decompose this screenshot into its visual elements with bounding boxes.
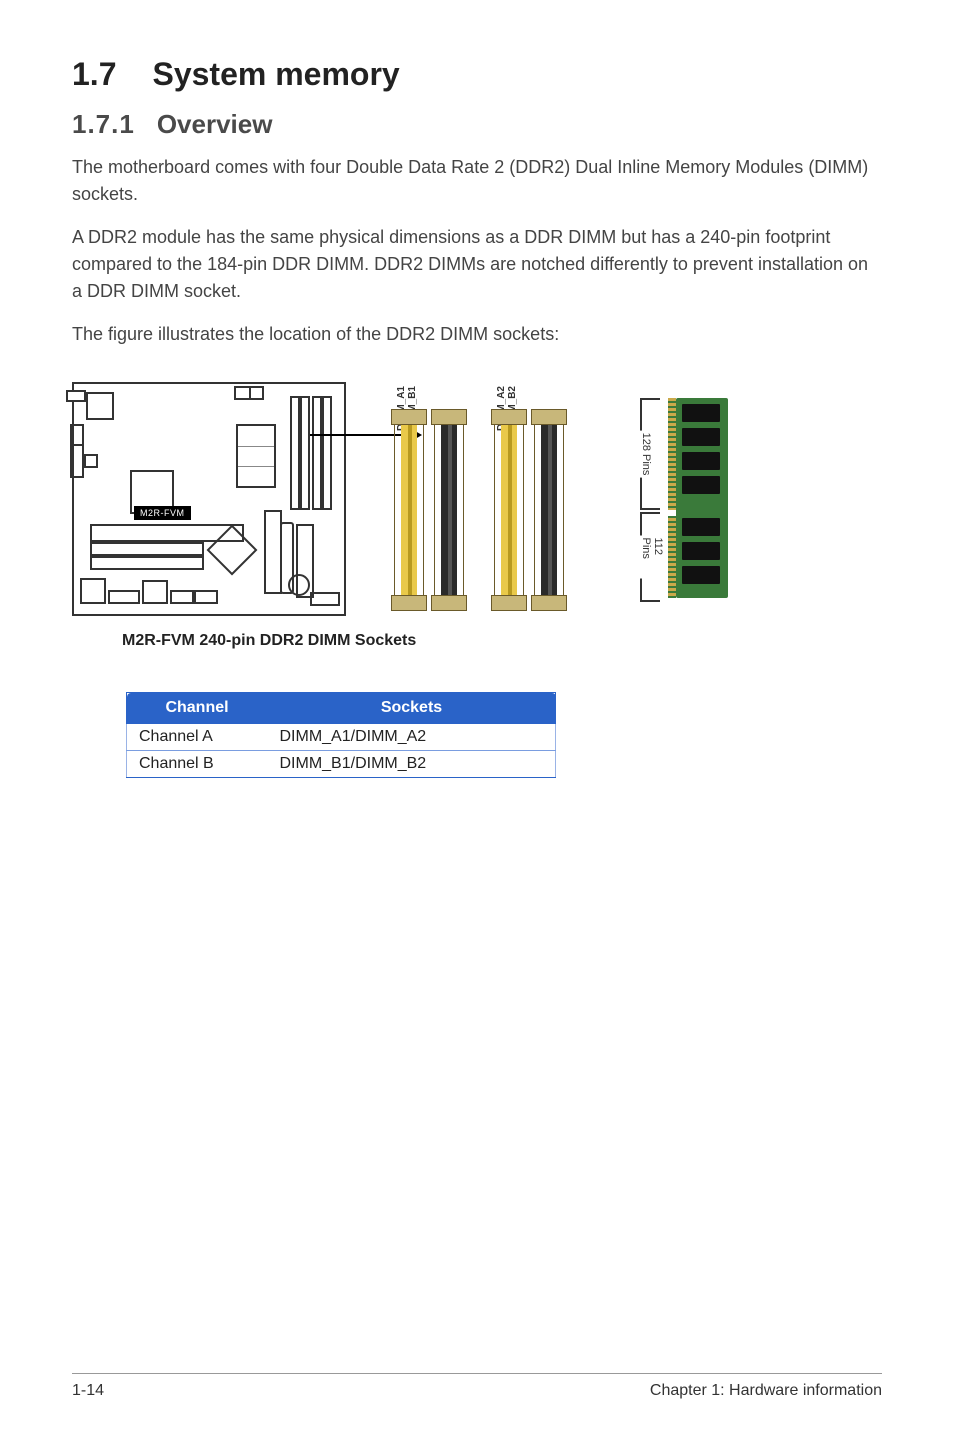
ram-pcb-icon xyxy=(676,398,728,598)
cell-channel: Channel B xyxy=(127,751,268,778)
dimm-slot-yellow-icon xyxy=(494,410,524,610)
expansion-slot-icon xyxy=(90,556,204,570)
heatsink-icon xyxy=(236,424,276,488)
cell-sockets: DIMM_B1/DIMM_B2 xyxy=(268,751,556,778)
dimm-slot-black-icon xyxy=(534,410,564,610)
figure-area: M2R-FVM DIMM_A1 DIMM_B1 xyxy=(72,382,882,616)
dimm-slot-black-icon xyxy=(434,410,464,610)
ram-chip-icon xyxy=(682,452,720,470)
connector-icon xyxy=(142,580,168,604)
cell-channel: Channel A xyxy=(127,724,268,751)
board-notch-icon xyxy=(66,390,86,402)
connector-icon xyxy=(80,578,106,604)
dimm-slot-mini-icon xyxy=(300,396,310,510)
dimm-slot-yellow-icon xyxy=(394,410,424,610)
table-header-channel: Channel xyxy=(127,693,268,724)
dimm-slot-mini-icon xyxy=(322,396,332,510)
board-model-label: M2R-FVM xyxy=(134,506,191,520)
pin-brace-bottom-icon: 112 Pins xyxy=(640,512,660,602)
ram-chip-icon xyxy=(682,518,720,536)
io-port-icon xyxy=(70,424,84,446)
ram-module-diagram: 128 Pins 112 Pins xyxy=(634,382,754,612)
page-footer: 1-14 Chapter 1: Hardware information xyxy=(72,1373,882,1400)
table-row: Channel A DIMM_A1/DIMM_A2 xyxy=(127,724,556,751)
figure-caption: M2R-FVM 240-pin DDR2 DIMM Sockets xyxy=(122,632,882,650)
paragraph-3: The figure illustrates the location of t… xyxy=(72,321,882,348)
ram-chip-icon xyxy=(682,542,720,560)
paragraph-1: The motherboard comes with four Double D… xyxy=(72,154,882,208)
table-row: Channel B DIMM_B1/DIMM_B2 xyxy=(127,751,556,778)
page: 1.7 System memory 1.7.1 Overview The mothe… xyxy=(0,0,954,1438)
ram-notch-icon xyxy=(666,510,676,516)
battery-icon xyxy=(288,574,310,596)
dimm-closeup-diagram: DIMM_A1 DIMM_B1 DIMM_A2 DIMM_B2 xyxy=(376,382,596,612)
dimm-slot-mini-icon xyxy=(290,396,300,510)
pin-brace-top-icon: 128 Pins xyxy=(640,398,660,510)
connector-icon xyxy=(194,590,218,604)
subsection-title-text: Overview xyxy=(157,109,273,139)
motherboard-diagram: M2R-FVM xyxy=(72,382,346,616)
ram-chip-icon xyxy=(682,428,720,446)
section-title-text: System memory xyxy=(152,56,399,92)
section-number: 1.7 xyxy=(72,56,116,93)
pins-bottom-label: 112 Pins xyxy=(640,536,664,579)
table-header-row: Channel Sockets xyxy=(127,693,556,724)
pins-top-label: 128 Pins xyxy=(640,431,652,478)
ram-chip-icon xyxy=(682,566,720,584)
subsection-number: 1.7.1 xyxy=(72,109,135,140)
connector-icon xyxy=(170,590,194,604)
dimm-slot-mini-icon xyxy=(312,396,322,510)
io-port-icon xyxy=(70,444,84,478)
cpu-socket-icon xyxy=(86,392,114,420)
section-heading: 1.7 System memory xyxy=(72,56,882,93)
paragraph-2: A DDR2 module has the same physical dime… xyxy=(72,224,882,305)
table-header-sockets: Sockets xyxy=(268,693,556,724)
header-icon xyxy=(310,592,340,606)
expansion-slot-icon xyxy=(90,542,204,556)
cell-sockets: DIMM_A1/DIMM_A2 xyxy=(268,724,556,751)
subsection-heading: 1.7.1 Overview xyxy=(72,109,882,140)
power-connector-icon xyxy=(234,386,264,400)
ram-chip-icon xyxy=(682,476,720,494)
footer-page-number: 1-14 xyxy=(72,1382,104,1400)
connector-icon xyxy=(108,590,140,604)
footer-chapter-label: Chapter 1: Hardware information xyxy=(650,1382,882,1400)
ram-chip-icon xyxy=(682,404,720,422)
channel-table: Channel Sockets Channel A DIMM_A1/DIMM_A… xyxy=(126,692,556,778)
io-port-icon xyxy=(84,454,98,468)
